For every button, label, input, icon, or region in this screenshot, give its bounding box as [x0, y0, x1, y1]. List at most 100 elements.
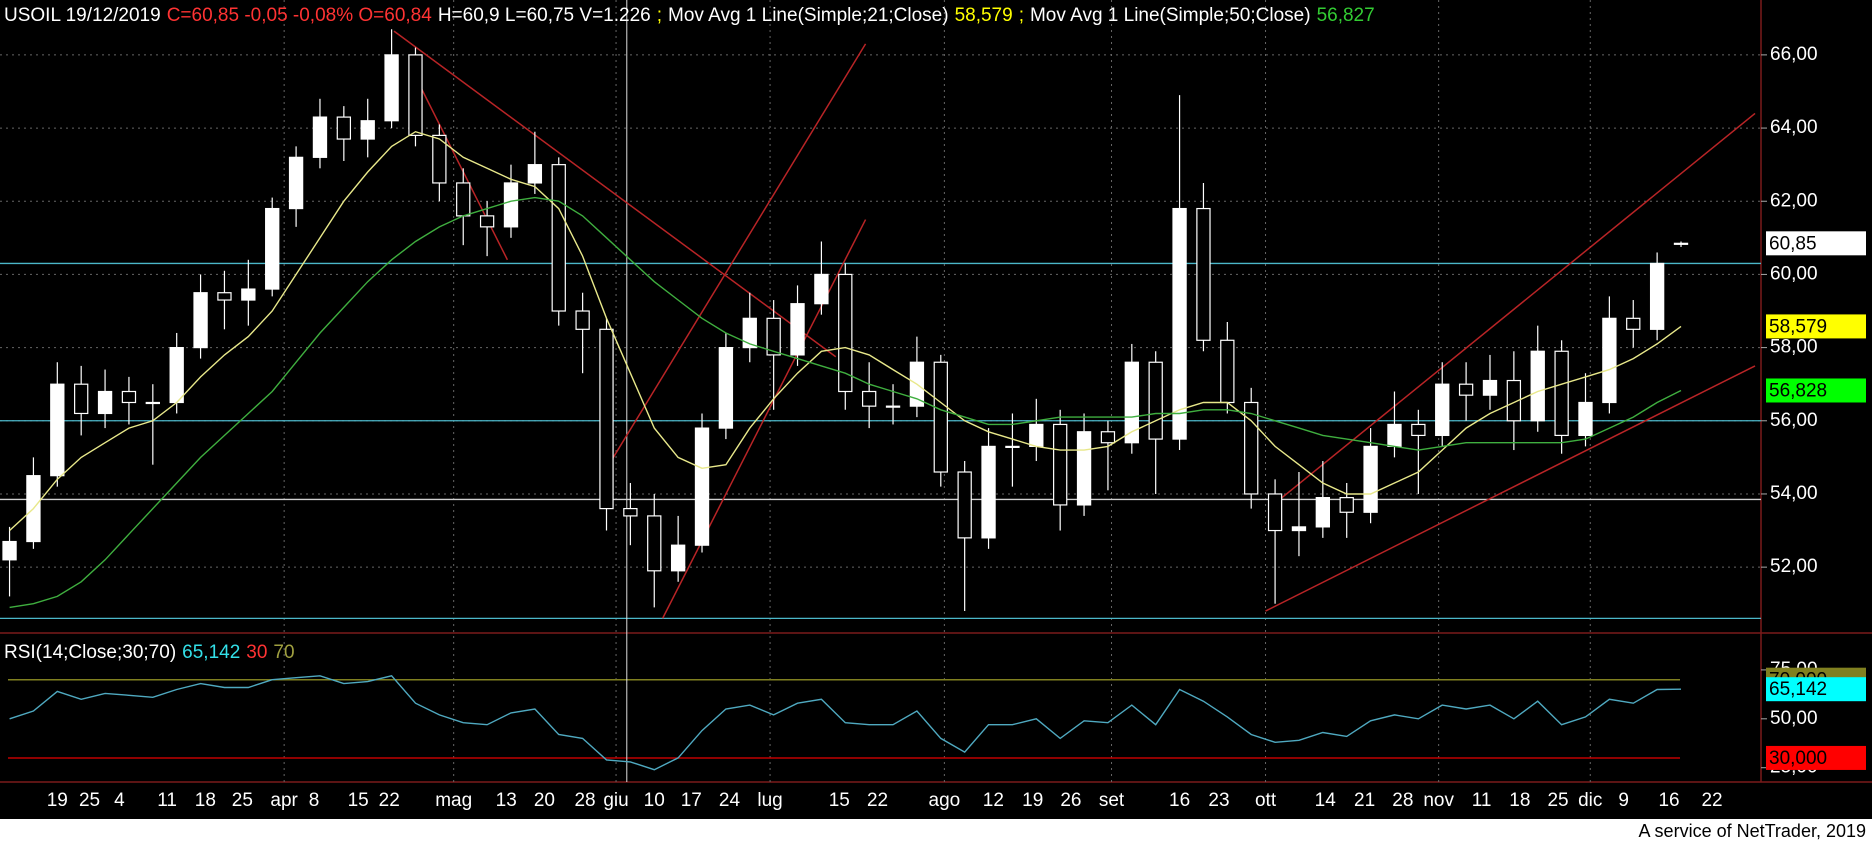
y-tick-label: 62,00 [1770, 190, 1818, 211]
header-part: RSI(14;Close;30;70) [4, 642, 176, 663]
x-tick-label: 26 [1060, 790, 1081, 811]
candle-body [384, 54, 399, 122]
candle-body [1244, 401, 1259, 495]
x-tick-label: 25 [1547, 790, 1568, 811]
candle-body [1148, 361, 1163, 440]
candle-body [599, 328, 614, 510]
y-tick-label: 60,00 [1770, 263, 1818, 284]
candle-body [408, 54, 423, 136]
x-tick-label: 21 [1354, 790, 1375, 811]
price-tag-label: 30,000 [1769, 748, 1827, 769]
candle-body [790, 303, 805, 356]
x-tick-label: ago [929, 790, 961, 811]
candle-body [265, 207, 280, 290]
candle-body [1506, 379, 1522, 422]
x-tick-label: 15 [348, 790, 369, 811]
header-part: USOIL 19/12/2019 [4, 5, 161, 26]
candle-body [933, 361, 948, 473]
candle-body [551, 164, 566, 312]
candle-body [432, 134, 447, 184]
trendline [661, 219, 867, 619]
candle-body [1267, 493, 1283, 532]
candle-body [456, 182, 471, 217]
price-tag [1766, 745, 1866, 770]
x-tick-label: 25 [232, 790, 253, 811]
candle-body [1458, 383, 1474, 396]
candle-body [1172, 207, 1187, 440]
price-tag [1766, 677, 1866, 702]
candle-body [312, 116, 328, 158]
header-part: H=60,9 L=60,75 V=1.226 [438, 5, 651, 26]
candle-body [1578, 401, 1593, 437]
x-tick-label: 14 [1315, 790, 1337, 811]
candle-body [1482, 379, 1498, 396]
x-tick-label: 20 [534, 790, 555, 811]
x-tick-label: dic [1578, 790, 1602, 811]
candle-body [479, 215, 495, 228]
header-part: 30 [246, 642, 267, 663]
candle-body [718, 347, 734, 429]
x-tick-label: ott [1255, 790, 1277, 811]
x-tick-label: set [1099, 790, 1125, 811]
x-tick-label: 10 [644, 790, 665, 811]
y-tick-label: 50,00 [1770, 708, 1818, 729]
candle-body [1530, 350, 1545, 422]
candle-body [1076, 431, 1092, 506]
candle-body [360, 120, 375, 140]
price-tag-label: 65,142 [1769, 679, 1827, 700]
candle-body [50, 383, 65, 477]
candle-body [241, 288, 256, 301]
header-part: 58,579 [955, 5, 1013, 26]
header-part: ; [657, 5, 662, 26]
x-tick-label: 28 [1392, 790, 1413, 811]
x-tick-label: 23 [1208, 790, 1229, 811]
price-tag [1766, 231, 1866, 256]
candle-body [575, 310, 590, 330]
candle-body [1053, 423, 1068, 506]
candle-body [1005, 445, 1020, 448]
price-tag-label: 58,579 [1769, 316, 1827, 337]
x-tick-label: giu [603, 790, 628, 811]
candle-body [647, 515, 662, 572]
trendline [411, 69, 509, 261]
candle-body [1411, 423, 1426, 437]
line-series [9, 130, 1682, 532]
candle-body [861, 390, 877, 407]
header-part: 65,142 [182, 642, 240, 663]
price-tag [1766, 314, 1866, 339]
candle-body [217, 292, 232, 301]
candle-body [97, 390, 113, 415]
candle-body [1196, 207, 1211, 341]
candle-body [169, 347, 184, 404]
candle-body [288, 156, 304, 210]
price-tag-label: 56,828 [1769, 380, 1827, 401]
x-tick-label: 11 [1472, 790, 1492, 811]
candle-body [957, 471, 972, 539]
candle-body [121, 390, 137, 404]
trendline [393, 30, 837, 358]
x-tick-label: 17 [681, 790, 702, 811]
x-tick-label: 8 [309, 790, 320, 811]
trendline [608, 43, 867, 466]
x-tick-label: 16 [1169, 790, 1190, 811]
candle-body [1602, 317, 1617, 404]
price-tag [1766, 378, 1866, 403]
candle-body [2, 540, 17, 561]
candle-body [74, 383, 89, 415]
candle-body [1649, 262, 1665, 330]
y-tick-label: 56,00 [1770, 410, 1818, 431]
x-tick-label: 19 [47, 790, 68, 811]
candle-body [670, 544, 686, 572]
header-part: 70 [273, 642, 294, 663]
x-tick-label: 16 [1658, 790, 1679, 811]
x-tick-label: lug [757, 790, 782, 811]
x-tick-label: 13 [496, 790, 517, 811]
x-tick-label: 24 [719, 790, 741, 811]
candle-body [1220, 339, 1235, 404]
candle-body [1673, 242, 1689, 245]
candle-body [885, 405, 901, 408]
trendline [1276, 112, 1756, 502]
candle-body [336, 116, 352, 140]
header-part: C=60,85 -0,05 -0,08% O=60,84 [167, 5, 433, 26]
